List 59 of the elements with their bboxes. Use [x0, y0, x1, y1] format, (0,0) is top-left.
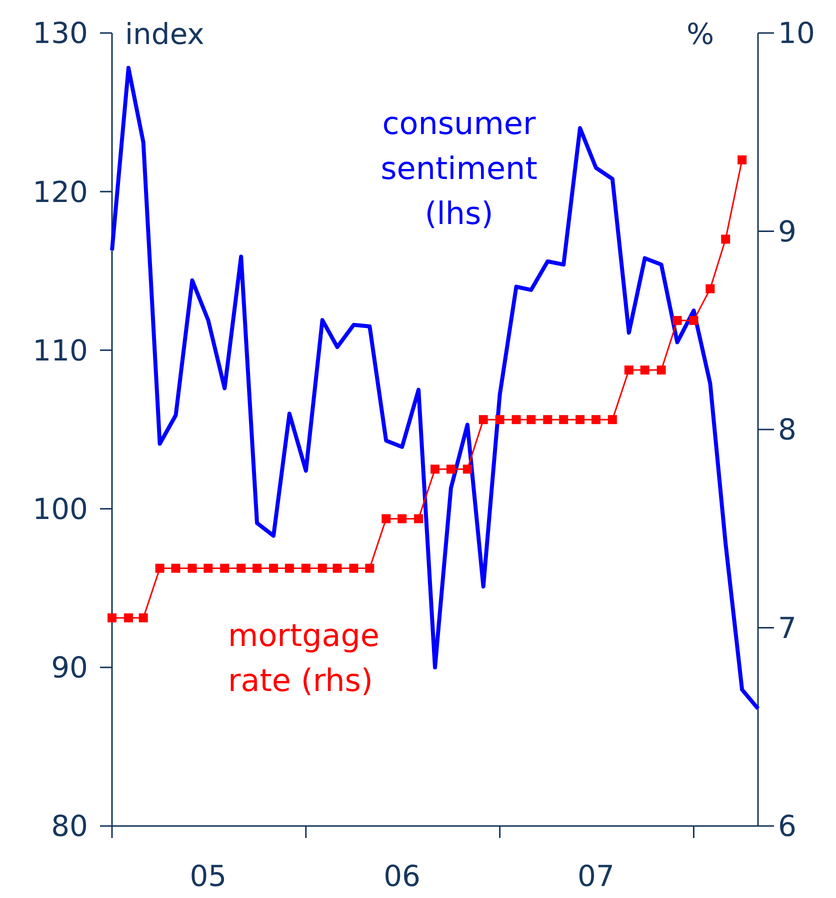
point [559, 415, 568, 424]
y2-tick-label: 6 [778, 809, 796, 844]
point [398, 514, 407, 524]
point [706, 284, 715, 294]
x-tick-label: 06 [384, 859, 421, 893]
point [526, 415, 536, 424]
point [236, 564, 246, 573]
point [462, 464, 472, 474]
point [672, 316, 682, 325]
point [512, 415, 521, 424]
point [284, 564, 294, 573]
series-label: consumer sentiment (lhs) [380, 106, 538, 232]
point [301, 564, 310, 573]
y-tick-label: 80 [51, 809, 88, 844]
point [430, 464, 440, 474]
point [478, 415, 488, 424]
point [155, 564, 164, 573]
y-tick-label: 90 [51, 650, 88, 685]
line-series [110, 66, 760, 711]
point [495, 415, 504, 424]
x-tick-label: 05 [190, 859, 227, 893]
point [414, 514, 424, 524]
point [349, 564, 358, 573]
point [252, 564, 262, 573]
y-tick-label: 100 [32, 492, 88, 526]
point [624, 366, 634, 375]
point [188, 564, 197, 573]
point [446, 464, 456, 474]
point [138, 613, 148, 622]
point [269, 564, 278, 573]
point [318, 564, 327, 573]
point [591, 415, 600, 424]
point [171, 564, 180, 573]
point [689, 316, 698, 325]
point [220, 564, 230, 573]
point [124, 613, 133, 622]
y-tick-label: 130 [32, 16, 88, 50]
y2-tick-label: 9 [778, 214, 796, 248]
point [204, 564, 213, 573]
y-axis-title: index [125, 17, 204, 51]
point [656, 366, 666, 375]
y2-tick-label: 7 [778, 610, 796, 645]
point [382, 514, 391, 524]
series-label: mortgage rate (rhs) [228, 618, 380, 699]
point [576, 415, 585, 424]
x-tick-label: 07 [578, 859, 614, 893]
point [108, 613, 116, 622]
y2-axis-title: % [686, 17, 714, 51]
point [640, 366, 650, 375]
y-tick-label: 110 [32, 333, 88, 368]
y-tick-label: 120 [32, 174, 88, 209]
point [543, 415, 552, 424]
point [738, 155, 747, 164]
point [332, 564, 342, 573]
point [608, 415, 617, 424]
point [365, 564, 374, 573]
y2-tick-label: 10 [778, 16, 815, 50]
y2-tick-label: 8 [778, 412, 796, 447]
point [721, 234, 730, 244]
